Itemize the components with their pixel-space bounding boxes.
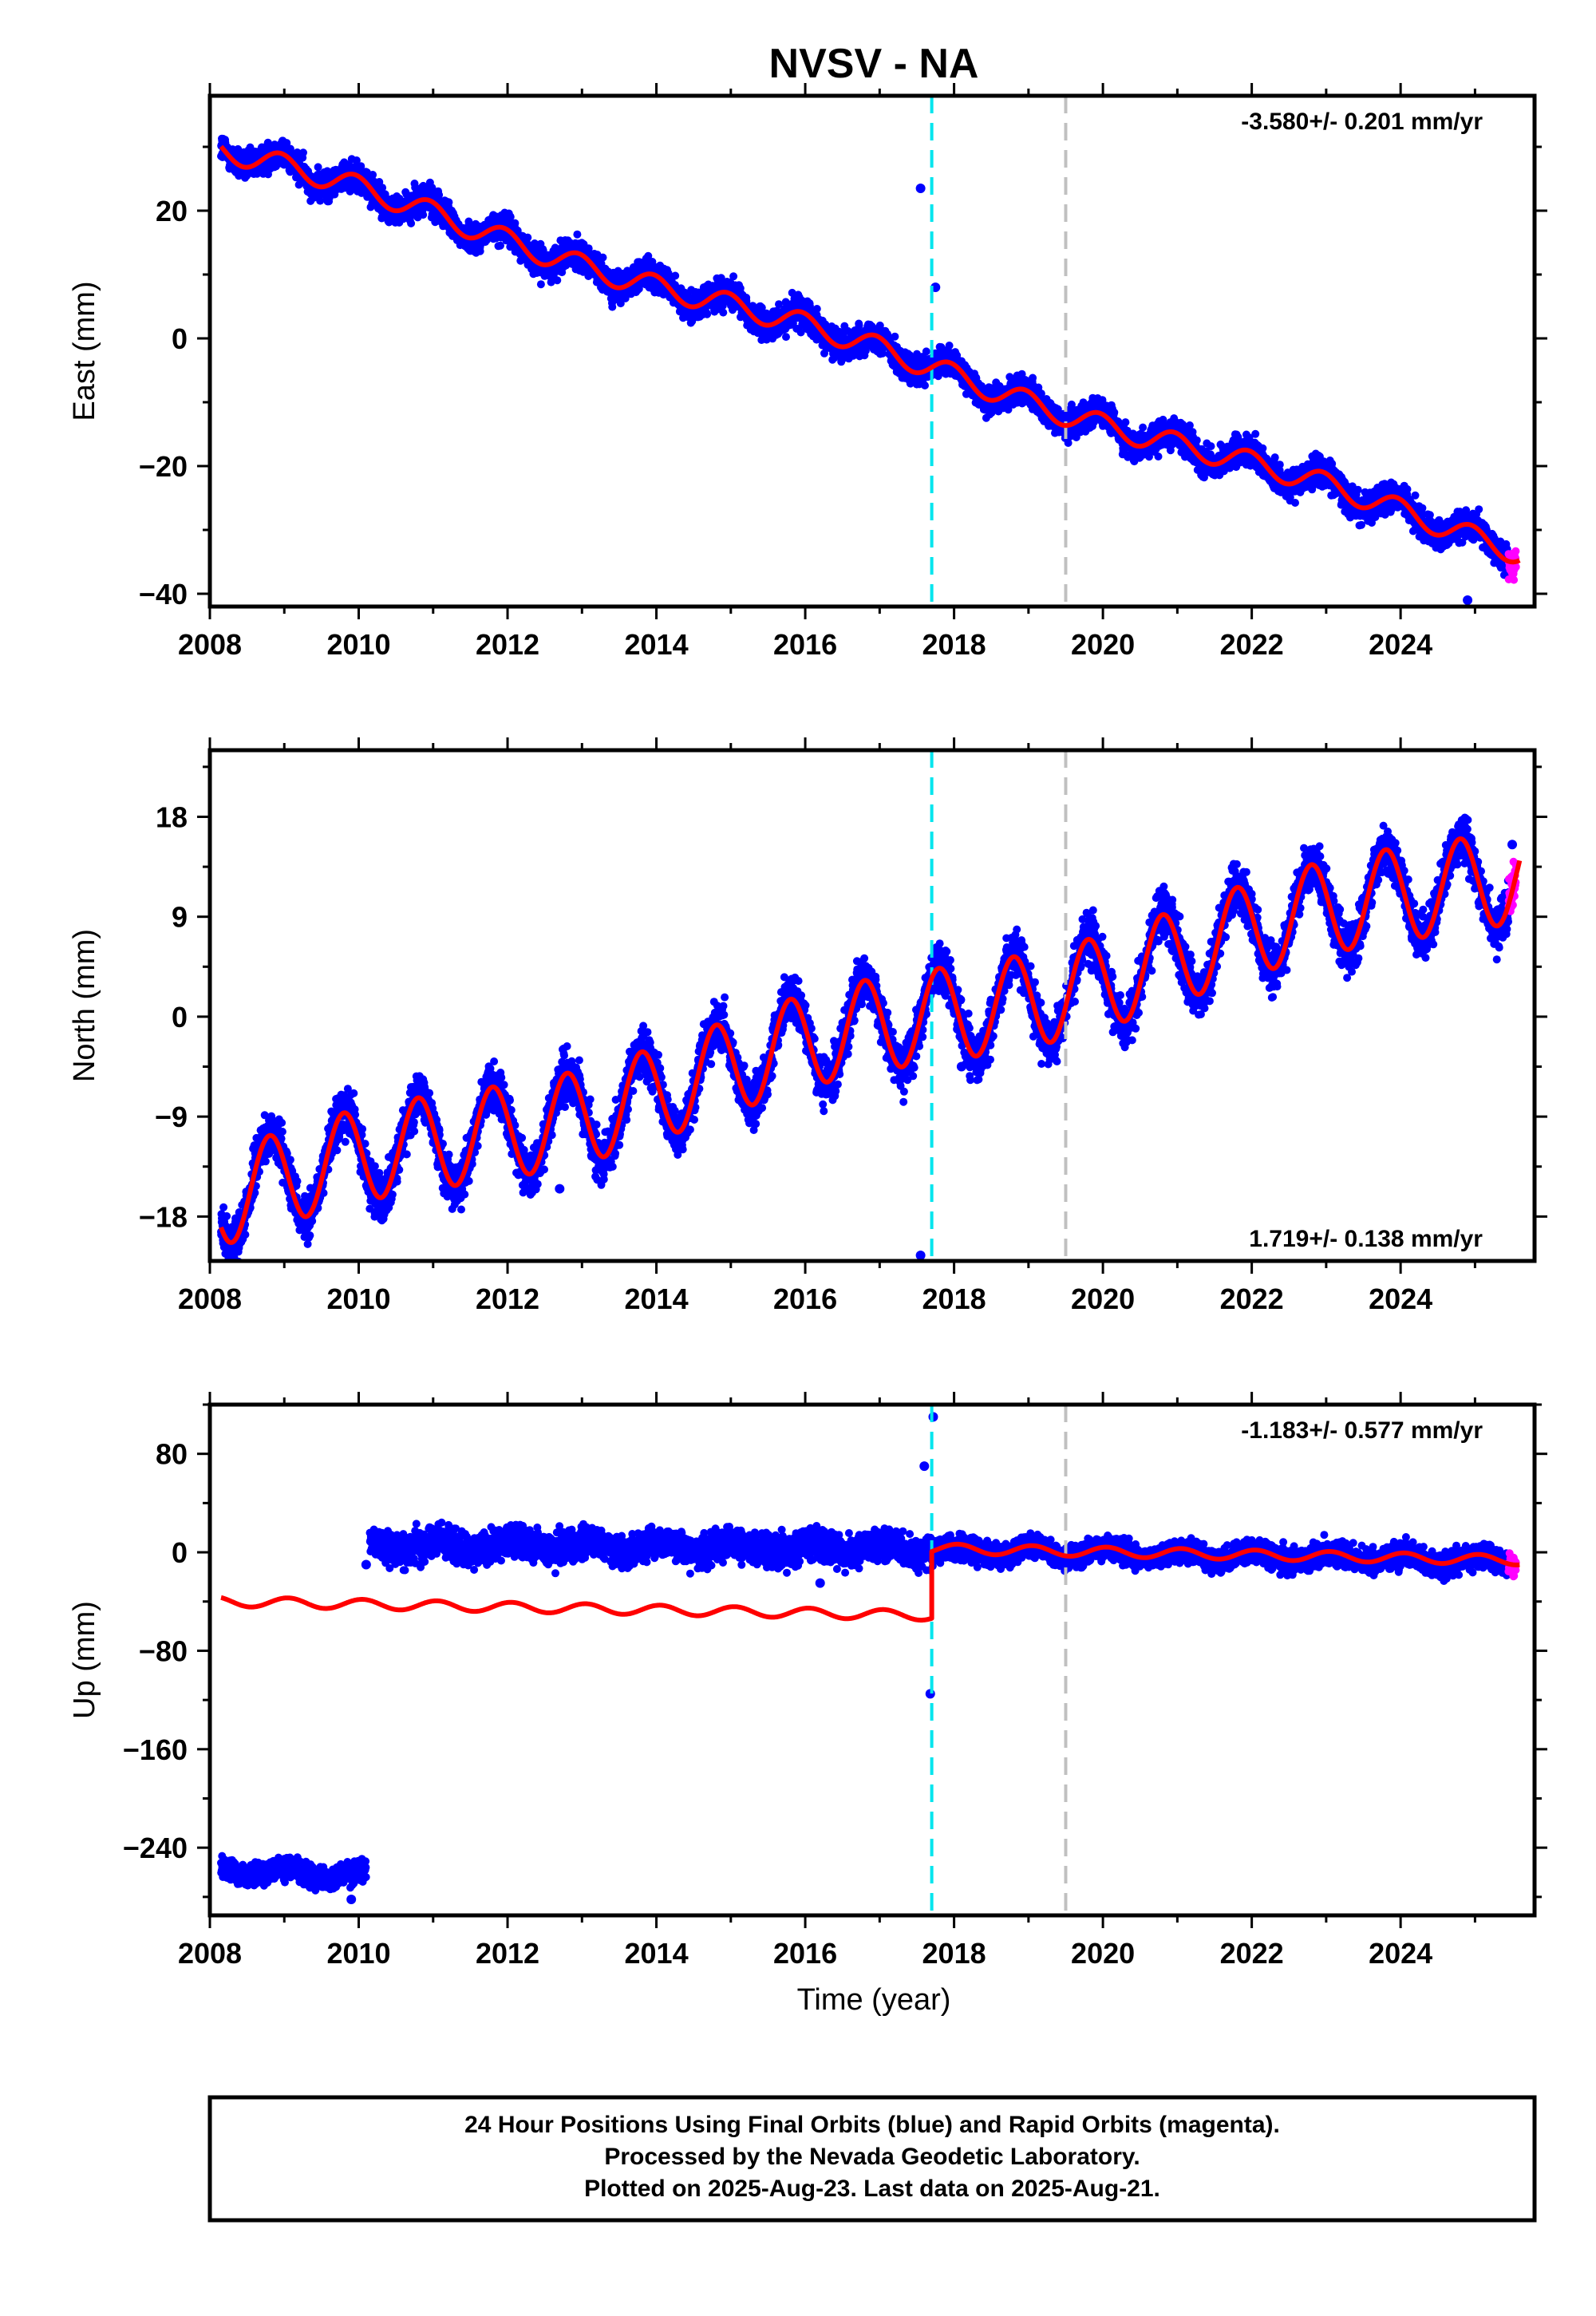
final-orbit-point — [891, 332, 899, 341]
final-orbit-point — [282, 139, 291, 148]
final-orbit-point — [511, 219, 519, 227]
final-orbit-point — [945, 342, 954, 350]
final-orbit-point — [435, 191, 444, 200]
final-orbit-point — [419, 211, 428, 219]
final-orbit-point — [444, 198, 453, 207]
final-orbit-point — [922, 347, 930, 356]
final-orbit-point — [1154, 453, 1163, 460]
final-orbit-point — [369, 171, 377, 179]
final-orbit-point — [299, 148, 307, 157]
final-orbit-point — [598, 253, 607, 262]
final-orbit-point — [1139, 423, 1148, 432]
east-plot-area — [217, 96, 1522, 607]
final-orbit-point — [671, 271, 680, 280]
final-orbit-point — [1029, 373, 1037, 382]
final-orbit-point — [536, 280, 545, 289]
final-orbit-point — [316, 196, 325, 205]
final-orbit-point — [1121, 418, 1130, 427]
final-orbit-point — [573, 230, 582, 239]
final-orbit-point — [378, 184, 387, 192]
final-orbit-point — [314, 163, 322, 172]
final-orbit-point — [703, 310, 712, 318]
final-orbit-point — [553, 276, 562, 285]
final-orbit-point — [1207, 442, 1215, 451]
final-orbit-point — [523, 233, 532, 242]
final-orbit-point — [407, 219, 416, 227]
panel-east: 2008 2010 2012 2014 2016 2018 2020 2022 2024−40−… — [68, 83, 1547, 661]
final-orbit-point — [782, 333, 790, 342]
final-orbit-point — [1192, 436, 1201, 445]
final-orbit-point — [357, 162, 365, 171]
final-orbit-point — [729, 272, 738, 281]
figure-title: NVSV - NA — [769, 41, 979, 87]
final-orbit-point — [352, 156, 361, 164]
final-orbit-point — [608, 302, 617, 311]
final-orbit-point — [719, 308, 728, 317]
panels: 2008 2010 2012 2014 2016 2018 2020 2022 2024−40−… — [68, 83, 1547, 1970]
final-orbit-point — [921, 381, 929, 389]
final-orbit-point — [1110, 408, 1119, 417]
final-orbit-point — [812, 305, 821, 313]
